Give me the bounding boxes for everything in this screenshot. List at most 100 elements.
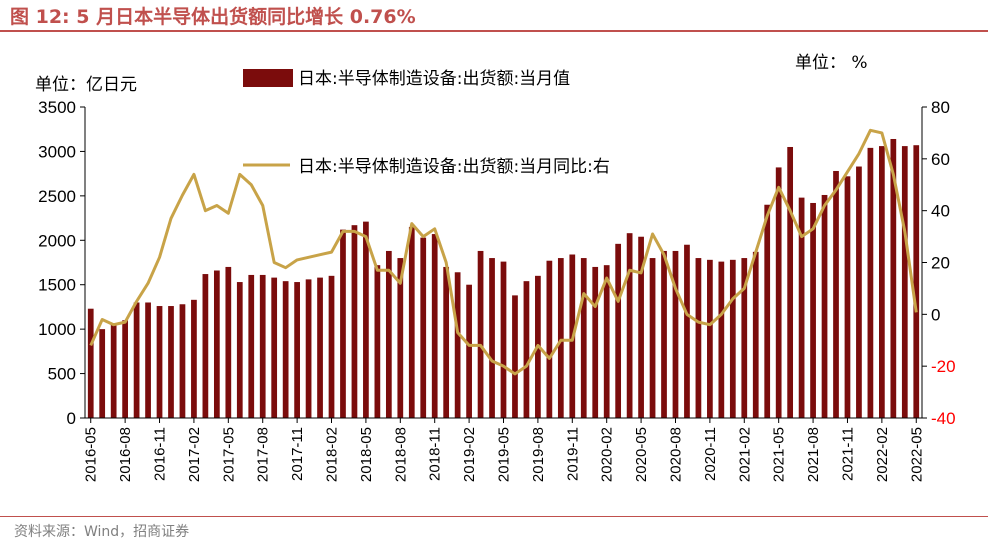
bar-2016-08 xyxy=(122,320,128,418)
bar-2021-12 xyxy=(856,166,862,418)
bar-2020-11 xyxy=(707,259,713,418)
title-divider xyxy=(0,30,988,32)
bar-2021-05 xyxy=(775,167,782,418)
legend-label-line: 日本:半导体制造设备:出货额:当月同比:右 xyxy=(298,157,610,177)
bar-2018-05 xyxy=(363,221,369,418)
bar-2021-07 xyxy=(798,197,805,418)
bar-2017-09 xyxy=(271,277,278,418)
x-tick-label: 2018-02 xyxy=(324,427,341,482)
bar-2021-08 xyxy=(810,202,816,418)
bar-2021-09 xyxy=(821,194,828,418)
legend-label-bar: 日本:半导体制造设备:出货额:当月值 xyxy=(298,69,570,89)
bar-2020-07 xyxy=(661,250,667,418)
bar-2018-02 xyxy=(328,275,335,418)
bar-2021-06 xyxy=(787,146,794,419)
bar-2022-05 xyxy=(913,145,920,418)
legend: 日本:半导体制造设备:出货额:当月值 日本:半导体制造设备:出货额:当月同比:右 xyxy=(243,69,610,177)
left-tick-label: 1500 xyxy=(38,276,76,295)
x-tick-label: 2019-02 xyxy=(461,427,478,482)
bar-2020-12 xyxy=(718,261,725,418)
x-tick-label: 2021-11 xyxy=(839,427,856,481)
bar-2020-02 xyxy=(603,265,610,418)
bar-2019-09 xyxy=(546,260,553,418)
x-tick-label: 2019-05 xyxy=(496,427,513,482)
bar-2016-05 xyxy=(87,308,94,418)
left-tick-label: 0 xyxy=(67,409,76,428)
bar-2018-08 xyxy=(397,258,404,418)
bar-2020-03 xyxy=(615,243,622,418)
bar-2021-10 xyxy=(833,170,839,418)
bar-2017-06 xyxy=(236,282,243,418)
right-tick-label: -40 xyxy=(931,409,956,428)
bar-2019-12 xyxy=(580,258,587,418)
x-tick-label: 2019-11 xyxy=(564,427,581,481)
bar-2017-03 xyxy=(202,274,209,418)
bar-2017-02 xyxy=(191,299,197,418)
bar-2017-01 xyxy=(179,304,186,418)
bar-2017-11 xyxy=(294,282,300,418)
bar-2019-03 xyxy=(477,250,484,418)
bar-2016-12 xyxy=(168,306,174,418)
bar-2020-09 xyxy=(684,244,690,418)
x-tick-label: 2017-08 xyxy=(255,427,272,482)
x-tick-label: 2022-02 xyxy=(874,427,891,482)
bar-2022-03 xyxy=(890,138,897,419)
bar-2018-11 xyxy=(431,234,438,418)
bar-2019-02 xyxy=(466,284,472,418)
bar-2019-01 xyxy=(454,272,461,418)
bar-2021-02 xyxy=(741,258,748,418)
bar-series xyxy=(87,138,920,419)
bar-2021-11 xyxy=(844,176,851,418)
bar-2016-06 xyxy=(99,329,106,418)
x-tick-label: 2018-11 xyxy=(427,427,444,481)
bar-2019-10 xyxy=(557,258,564,418)
bar-2021-04 xyxy=(764,204,771,418)
bar-2018-12 xyxy=(443,266,450,418)
bar-2020-05 xyxy=(638,236,644,418)
footer-divider xyxy=(0,516,988,517)
left-tick-label: 500 xyxy=(48,365,76,384)
left-tick-label: 1000 xyxy=(38,320,76,339)
bar-2018-10 xyxy=(420,237,427,418)
bar-2017-12 xyxy=(305,279,312,418)
left-tick-label: 2500 xyxy=(38,187,76,206)
x-tick-label: 2021-05 xyxy=(771,427,788,482)
bar-2016-10 xyxy=(145,302,151,418)
right-tick-label: 40 xyxy=(931,202,950,221)
x-tick-label: 2020-11 xyxy=(702,427,719,481)
bar-2022-01 xyxy=(867,147,874,418)
right-axis-unit: 单位： % xyxy=(795,53,868,73)
bar-2018-06 xyxy=(374,265,381,418)
bar-2017-10 xyxy=(282,281,289,418)
bar-2018-03 xyxy=(340,229,346,418)
bar-2022-02 xyxy=(879,146,885,418)
right-tick-label: 80 xyxy=(931,98,950,117)
bar-2017-08 xyxy=(259,274,266,418)
bar-2018-01 xyxy=(317,277,323,418)
bar-2022-04 xyxy=(901,146,908,418)
bar-2020-01 xyxy=(592,266,599,418)
bar-2016-11 xyxy=(156,306,163,418)
x-tick-label: 2016-11 xyxy=(152,427,169,481)
bar-2019-04 xyxy=(489,258,495,418)
legend-swatch-bar xyxy=(243,69,293,87)
left-tick-label: 3500 xyxy=(38,98,76,117)
x-tick-label: 2021-02 xyxy=(736,427,753,482)
left-axis-unit: 单位：亿日元 xyxy=(35,75,137,95)
right-tick-label: 20 xyxy=(931,254,950,273)
bar-2017-04 xyxy=(213,270,220,418)
bar-2021-01 xyxy=(729,259,736,418)
bar-2019-05 xyxy=(500,261,507,418)
x-tick-label: 2022-05 xyxy=(908,427,925,482)
bar-2020-04 xyxy=(626,233,633,418)
x-tick-label: 2017-02 xyxy=(186,427,203,482)
x-tick-label: 2017-11 xyxy=(289,427,306,481)
left-tick-label: 2000 xyxy=(38,231,76,250)
bar-2016-07 xyxy=(110,324,117,418)
x-tick-label: 2020-02 xyxy=(599,427,616,482)
x-tick-label: 2018-08 xyxy=(392,427,409,482)
right-tick-label: 60 xyxy=(931,150,950,169)
bar-2020-06 xyxy=(649,258,656,418)
bar-2017-07 xyxy=(248,274,255,418)
